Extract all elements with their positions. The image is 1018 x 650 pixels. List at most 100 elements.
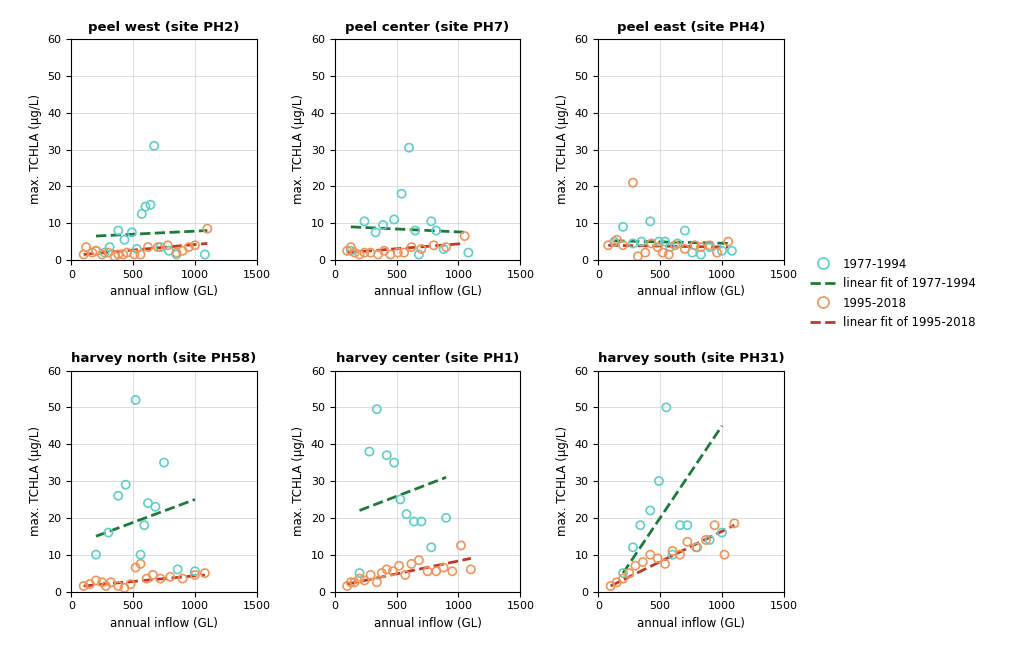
Point [356, 216, 373, 227]
Point [609, 235, 625, 245]
Point [637, 248, 654, 258]
Point [146, 140, 162, 151]
Point [103, 577, 119, 588]
X-axis label: annual inflow (GL): annual inflow (GL) [637, 617, 745, 630]
Point [701, 242, 718, 252]
Point [375, 220, 391, 230]
Point [397, 569, 413, 580]
Point [688, 542, 704, 552]
Point [651, 476, 667, 486]
X-axis label: annual inflow (GL): annual inflow (GL) [374, 617, 482, 630]
Y-axis label: max. TCHLA (μg/L): max. TCHLA (μg/L) [556, 94, 569, 205]
Y-axis label: max. TCHLA (μg/L): max. TCHLA (μg/L) [292, 426, 305, 536]
Point [370, 250, 386, 260]
Point [686, 240, 702, 250]
Point [701, 240, 718, 250]
Point [133, 209, 150, 219]
Point [367, 227, 384, 238]
Point [665, 549, 681, 560]
Point [88, 575, 104, 586]
Point [162, 571, 178, 582]
Point [351, 568, 367, 578]
Title: harvey south (site PH31): harvey south (site PH31) [598, 352, 785, 365]
Point [343, 246, 359, 256]
Point [128, 244, 145, 254]
Point [649, 242, 666, 252]
Point [410, 555, 427, 566]
Point [438, 513, 454, 523]
Point [168, 250, 184, 260]
Point [607, 237, 623, 247]
Point [102, 242, 118, 252]
Point [651, 237, 667, 247]
Point [362, 248, 379, 258]
Point [720, 237, 736, 247]
Point [107, 251, 123, 261]
Point [196, 568, 213, 578]
Legend: 1977-1994, linear fit of 1977-1994, 1995-2018, linear fit of 1995-2018: 1977-1994, linear fit of 1977-1994, 1995… [805, 253, 980, 334]
Point [168, 248, 184, 258]
Point [88, 246, 104, 256]
Point [200, 224, 216, 234]
Point [351, 250, 367, 260]
Point [180, 242, 196, 252]
Point [444, 566, 460, 577]
Point [187, 569, 204, 580]
Y-axis label: max. TCHLA (μg/L): max. TCHLA (μg/L) [292, 94, 305, 205]
Point [156, 458, 172, 468]
Point [356, 248, 373, 258]
Point [436, 562, 452, 573]
Y-axis label: max. TCHLA (μg/L): max. TCHLA (μg/L) [29, 426, 42, 536]
Point [615, 240, 631, 250]
X-axis label: annual inflow (GL): annual inflow (GL) [110, 285, 218, 298]
Point [187, 240, 204, 250]
Point [110, 226, 126, 236]
Point [456, 231, 472, 241]
Point [438, 242, 454, 252]
Point [153, 573, 169, 584]
Point [139, 242, 156, 252]
Point [187, 566, 204, 577]
Point [127, 562, 144, 573]
Point [362, 569, 379, 580]
Point [160, 240, 176, 250]
Point [343, 577, 359, 588]
Point [110, 491, 126, 501]
Point [677, 226, 693, 236]
Point [717, 549, 733, 560]
Point [153, 242, 169, 252]
Point [369, 404, 385, 415]
Title: peel west (site PH2): peel west (site PH2) [89, 21, 239, 34]
Point [693, 250, 710, 260]
Point [423, 542, 440, 552]
Point [436, 244, 452, 254]
Point [132, 559, 149, 569]
Point [643, 239, 660, 249]
Point [148, 502, 164, 512]
Point [88, 246, 104, 256]
Point [117, 480, 133, 490]
Point [689, 542, 705, 552]
Point [655, 248, 671, 258]
Point [407, 226, 423, 236]
Point [460, 248, 476, 258]
Point [642, 505, 659, 515]
Point [170, 564, 186, 575]
Point [343, 242, 359, 252]
Point [413, 516, 430, 526]
Point [657, 559, 673, 569]
Point [463, 564, 479, 575]
Point [124, 227, 140, 238]
Point [609, 577, 625, 588]
Point [110, 250, 126, 260]
Point [630, 251, 646, 261]
Point [385, 566, 401, 577]
Point [714, 246, 730, 256]
Point [632, 520, 648, 530]
Point [339, 581, 355, 592]
Point [429, 226, 445, 236]
Point [369, 577, 385, 588]
Point [393, 188, 409, 199]
Point [726, 518, 742, 528]
Point [174, 246, 190, 256]
